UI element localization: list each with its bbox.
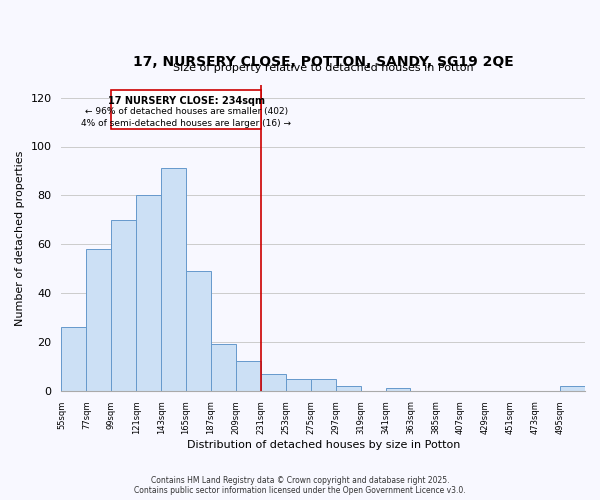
Text: 4% of semi-detached houses are larger (16) →: 4% of semi-detached houses are larger (1…: [81, 119, 291, 128]
Bar: [136, 196, 161, 390]
Bar: [560, 386, 585, 390]
Bar: [211, 344, 236, 391]
Bar: [186, 271, 211, 390]
Y-axis label: Number of detached properties: Number of detached properties: [15, 150, 25, 326]
Title: 17, NURSERY CLOSE, POTTON, SANDY, SG19 2QE: 17, NURSERY CLOSE, POTTON, SANDY, SG19 2…: [133, 55, 514, 69]
Bar: [335, 386, 361, 390]
Bar: [261, 374, 286, 390]
Bar: [236, 362, 261, 390]
Text: ← 96% of detached houses are smaller (402): ← 96% of detached houses are smaller (40…: [85, 108, 287, 116]
Bar: [61, 327, 86, 390]
X-axis label: Distribution of detached houses by size in Potton: Distribution of detached houses by size …: [187, 440, 460, 450]
Bar: [111, 220, 136, 390]
Text: 17 NURSERY CLOSE: 234sqm: 17 NURSERY CLOSE: 234sqm: [107, 96, 265, 106]
Text: Size of property relative to detached houses in Potton: Size of property relative to detached ho…: [173, 63, 473, 73]
FancyBboxPatch shape: [111, 90, 261, 130]
Text: Contains HM Land Registry data © Crown copyright and database right 2025.
Contai: Contains HM Land Registry data © Crown c…: [134, 476, 466, 495]
Bar: [161, 168, 186, 390]
Bar: [311, 378, 335, 390]
Bar: [386, 388, 410, 390]
Bar: [86, 249, 111, 390]
Bar: [286, 378, 311, 390]
